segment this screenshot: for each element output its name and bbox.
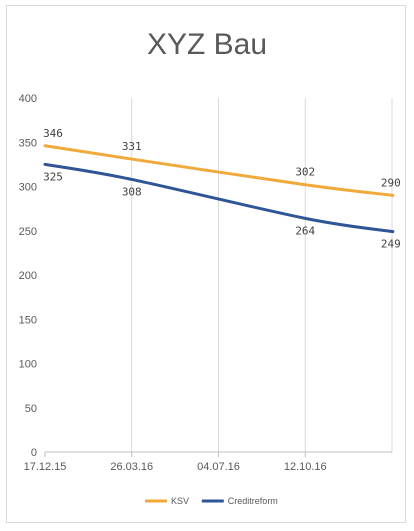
y-tick-label: 300 xyxy=(19,182,37,194)
data-label: 302 xyxy=(295,166,315,179)
data-label: 264 xyxy=(295,224,315,237)
data-label: 308 xyxy=(122,185,142,198)
y-tick-label: 100 xyxy=(19,359,37,371)
chart-frame xyxy=(6,5,406,523)
legend-label-ksv: KSV xyxy=(171,496,189,506)
series-line-ksv xyxy=(43,144,395,197)
data-label: 249 xyxy=(381,238,401,251)
x-tick-label: 04.07.16 xyxy=(197,461,240,473)
y-tick-label: 250 xyxy=(19,226,37,238)
data-label: 325 xyxy=(43,170,63,183)
y-tick-label: 350 xyxy=(19,137,37,149)
y-tick-label: 50 xyxy=(25,403,37,415)
series-line-creditreform xyxy=(43,162,395,234)
y-tick-label: 400 xyxy=(19,93,37,105)
data-label: 346 xyxy=(43,127,63,140)
x-tick-label: 12.10.16 xyxy=(284,461,327,473)
x-tick-label: 17.12.15 xyxy=(24,461,67,473)
y-tick-label: 0 xyxy=(31,447,37,459)
data-label: 331 xyxy=(122,140,142,153)
y-tick-label: 150 xyxy=(19,314,37,326)
data-label: 290 xyxy=(381,176,401,189)
x-tick-label: 26.03.16 xyxy=(110,461,153,473)
legend-label-creditreform: Creditreform xyxy=(228,496,278,506)
chart-title: XYZ Bau xyxy=(146,28,268,61)
y-tick-label: 200 xyxy=(19,270,37,282)
